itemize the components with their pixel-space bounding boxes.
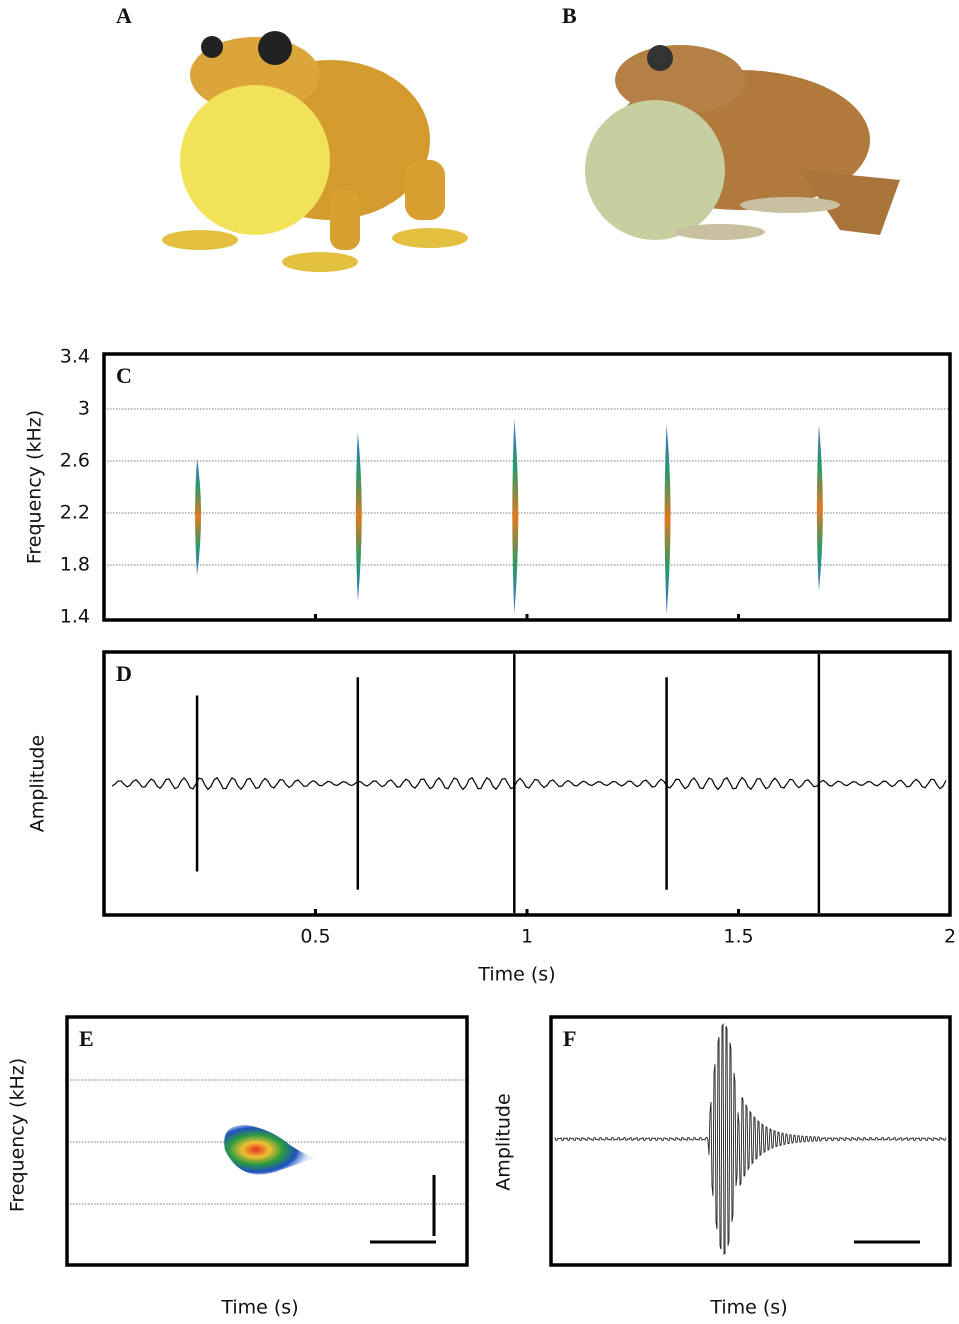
noise	[111, 776, 947, 791]
photo-a	[162, 31, 468, 272]
panel-label: C	[116, 363, 132, 388]
call-note	[355, 432, 362, 602]
call-note	[816, 424, 823, 591]
panel-label: F	[563, 1026, 576, 1051]
call-note	[195, 458, 202, 576]
y-tick-label: 2.6	[60, 450, 90, 472]
panel-frame	[102, 352, 952, 622]
panel-frame	[549, 1015, 952, 1267]
x-tick-label: 1.5	[723, 926, 753, 948]
photo-b	[585, 45, 900, 240]
note-shape	[224, 1125, 315, 1175]
pulse-wave	[554, 1022, 947, 1255]
call-note	[664, 424, 671, 615]
panel-label: D	[116, 661, 132, 686]
y-tick-label: 1.4	[60, 606, 90, 628]
panel-label: B	[562, 3, 577, 28]
y-axis-label: Frequency (kHz)	[7, 1058, 29, 1212]
y-tick-label: 2.2	[60, 502, 90, 524]
panel-frame	[102, 650, 952, 917]
y-tick-label: 3.4	[60, 346, 90, 368]
x-tick-label: 2	[944, 926, 956, 948]
panel-frame	[65, 1015, 469, 1267]
panel-label: E	[79, 1026, 94, 1051]
x-tick-label: 1	[521, 926, 533, 948]
call-note	[512, 419, 519, 615]
panel-label: A	[116, 3, 132, 28]
x-axis-label: Time (s)	[709, 1297, 787, 1319]
x-axis-label: Time (s)	[220, 1297, 298, 1319]
x-tick-label: 0.5	[300, 926, 330, 948]
y-axis-label: Amplitude	[27, 735, 49, 832]
y-tick-label: 3	[78, 398, 90, 420]
x-axis-label: Time (s)	[477, 964, 555, 986]
y-axis-label: Amplitude	[493, 1093, 515, 1190]
y-tick-label: 1.8	[60, 554, 90, 576]
y-axis-label: Frequency (kHz)	[24, 410, 46, 564]
